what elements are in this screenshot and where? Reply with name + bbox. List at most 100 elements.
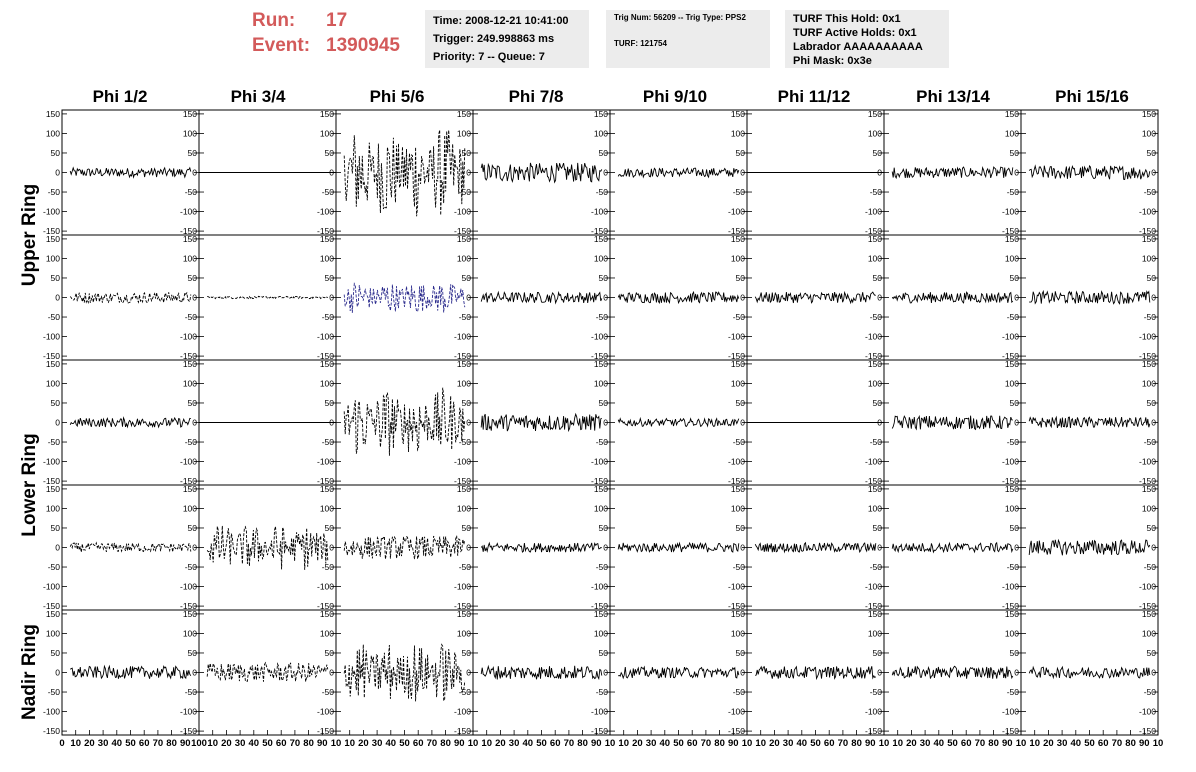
ytick-label: 50 <box>51 148 61 158</box>
ytick-label: 100 <box>457 253 471 263</box>
waveform-r0-c6 <box>891 165 1014 180</box>
waveform-r2-c4 <box>617 416 740 428</box>
xtick-label: 40 <box>523 738 534 749</box>
ytick-label: -100 <box>1002 457 1019 467</box>
ytick-label: 100 <box>594 503 608 513</box>
waveform-r1-c7 <box>1029 289 1151 305</box>
ytick-label: -50 <box>870 687 883 697</box>
ytick-label: 50 <box>599 148 609 158</box>
ytick-label: 0 <box>740 418 745 428</box>
ytick-label: 0 <box>466 168 471 178</box>
xtick-label: 80 <box>577 738 588 749</box>
ytick-label: 0 <box>1014 168 1019 178</box>
ytick-label: 150 <box>320 484 334 494</box>
ytick-label: -100 <box>43 207 60 217</box>
ytick-label: 50 <box>599 273 609 283</box>
ytick-label: 0 <box>1014 543 1019 553</box>
ytick-label-right: -50 <box>1144 312 1157 322</box>
ytick-label: -150 <box>180 476 197 486</box>
xtick-label: 10 <box>481 738 492 749</box>
ytick-label: 50 <box>1010 273 1020 283</box>
waveform-r4-c5 <box>755 665 877 681</box>
ytick-label: -50 <box>870 187 883 197</box>
ytick-label-right: 100 <box>1142 503 1156 513</box>
ytick-label: 150 <box>1005 609 1019 619</box>
ytick-label: 50 <box>1010 398 1020 408</box>
ytick-label-right: -100 <box>1139 457 1156 467</box>
ytick-label: -150 <box>728 726 745 736</box>
xtick-label: 0 <box>59 738 64 749</box>
xtick-label: 20 <box>769 738 780 749</box>
ytick-label-right: 50 <box>1147 648 1157 658</box>
ytick-label: 100 <box>183 128 197 138</box>
ytick-label: -150 <box>317 351 334 361</box>
ytick-label: -50 <box>185 187 198 197</box>
xtick-label: 90 <box>728 738 739 749</box>
ytick-label-right: 150 <box>1142 484 1156 494</box>
xtick-label: 50 <box>673 738 684 749</box>
ytick-label: -100 <box>865 207 882 217</box>
waveform-r3-c2 <box>343 535 466 560</box>
ytick-label: 150 <box>457 484 471 494</box>
xtick-label: 70 <box>701 738 712 749</box>
ytick-label: -50 <box>185 312 198 322</box>
ytick-label: -50 <box>596 687 609 697</box>
waveform-r4-c3 <box>480 664 603 681</box>
ytick-label-right: -50 <box>1144 687 1157 697</box>
ytick-label: -50 <box>870 312 883 322</box>
xtick-label: 30 <box>235 738 246 749</box>
panel-frame-r3-c1 <box>198 484 337 611</box>
ytick-label: 50 <box>599 523 609 533</box>
xtick-label: 40 <box>1071 738 1082 749</box>
ytick-label: 150 <box>1005 359 1019 369</box>
ytick-label: 0 <box>329 168 334 178</box>
ytick-label: -50 <box>459 187 472 197</box>
ytick-label: 50 <box>462 273 472 283</box>
ytick-label: 50 <box>325 273 335 283</box>
waveform-r2-c6 <box>891 414 1013 431</box>
ytick-label-right: 100 <box>1142 628 1156 638</box>
ytick-label: 0 <box>329 668 334 678</box>
ytick-label: -100 <box>728 707 745 717</box>
ytick-label: 50 <box>599 648 609 658</box>
ytick-label-right: 150 <box>1142 609 1156 619</box>
ytick-label: -100 <box>180 582 197 592</box>
waveform-r3-c0 <box>69 541 192 553</box>
ytick-label: -50 <box>733 437 746 447</box>
ytick-label: 150 <box>183 484 197 494</box>
ytick-label: 100 <box>46 253 60 263</box>
xtick-label: 20 <box>906 738 917 749</box>
ytick-label: 0 <box>55 418 60 428</box>
xtick-label: 20 <box>1043 738 1054 749</box>
ytick-label: 0 <box>466 543 471 553</box>
ytick-label: 50 <box>1010 523 1020 533</box>
ytick-label: -100 <box>728 582 745 592</box>
ytick-label: 150 <box>594 234 608 244</box>
waveform-r3-c5 <box>754 541 877 554</box>
ytick-label: -50 <box>1007 437 1020 447</box>
ytick-label: 100 <box>868 128 882 138</box>
waveform-r2-c2 <box>343 387 466 456</box>
ytick-label: 100 <box>183 378 197 388</box>
xtick-label: 10 <box>468 738 479 749</box>
xtick-label: 80 <box>303 738 314 749</box>
ytick-label: 0 <box>877 668 882 678</box>
ytick-label: 50 <box>188 398 198 408</box>
xtick-label: 60 <box>824 738 835 749</box>
ytick-label: 100 <box>731 503 745 513</box>
xtick-label: 70 <box>290 738 301 749</box>
ytick-label: -50 <box>322 312 335 322</box>
ytick-label: -100 <box>180 332 197 342</box>
waveform-r3-c7 <box>1028 538 1151 556</box>
xtick-label: 10 <box>1153 738 1164 749</box>
ytick-label: -100 <box>454 582 471 592</box>
ytick-label-right: 100 <box>1142 253 1156 263</box>
ytick-label: 100 <box>594 128 608 138</box>
ytick-label: 0 <box>740 668 745 678</box>
ytick-label: 150 <box>868 109 882 119</box>
xtick-label: 30 <box>372 738 383 749</box>
waveform-r4-c6 <box>891 665 1014 680</box>
ytick-label: 150 <box>868 359 882 369</box>
turf-this-hold-text: TURF This Hold: 0x1 <box>793 13 901 25</box>
xtick-label: 40 <box>934 738 945 749</box>
